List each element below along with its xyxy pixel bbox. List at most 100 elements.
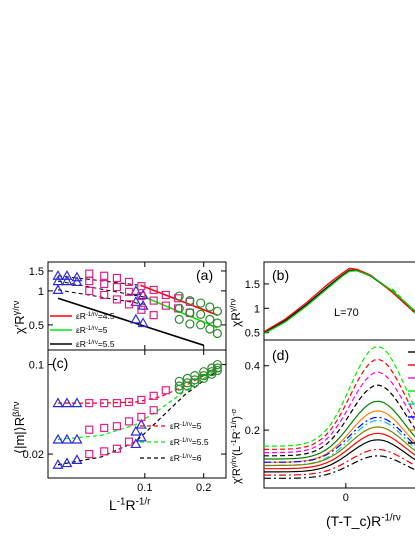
square-marker	[100, 447, 109, 456]
panel-b-label: (b)	[272, 267, 289, 283]
square-marker	[85, 425, 94, 434]
panel-c-ytick-label: 0.02	[23, 449, 44, 461]
triangle-marker	[61, 270, 73, 280]
triangle-marker	[71, 271, 83, 282]
legend-label: εR-1/rν=5	[76, 325, 108, 335]
square-marker	[137, 395, 146, 404]
panel-d-ylabel: χ′Rγ/rν(L-1R-1/r)-σ	[229, 408, 243, 484]
triangle-marker	[71, 433, 83, 444]
square-marker	[137, 412, 146, 422]
dashed-fit-curve	[57, 369, 218, 441]
chi-curve	[391, 288, 415, 314]
triangle-marker	[52, 433, 64, 444]
triangle-marker	[135, 418, 147, 429]
triangle-marker	[71, 397, 83, 408]
circle-marker	[196, 320, 206, 330]
triangle-marker	[135, 431, 147, 442]
panel-a-label: (a)	[196, 267, 213, 283]
circle-marker	[174, 291, 184, 301]
triangle-marker	[130, 425, 142, 436]
square-marker	[100, 271, 109, 280]
triangle-marker	[61, 457, 73, 468]
panel-a-ylabel: χ′Rγ/rν	[11, 300, 27, 334]
legend-label: εR-1/rν=5.5	[76, 339, 115, 349]
circle-marker	[205, 302, 215, 312]
triangle-marker	[130, 313, 142, 324]
circle-marker	[174, 376, 184, 386]
circle-marker	[212, 306, 223, 316]
legend-label: εR-1/rν=4.5	[76, 311, 115, 321]
dashed-fit-curve	[58, 366, 218, 404]
scaled-chi-prime-curve	[264, 426, 415, 467]
panel-d-xlabel: (T-T_c)R-1/rν	[326, 513, 401, 529]
circle-marker	[174, 303, 184, 313]
triangle-marker	[130, 438, 142, 449]
square-marker	[124, 300, 134, 309]
square-marker	[124, 277, 134, 287]
panel-a-ytick-label: 1.5	[29, 266, 44, 278]
panel-b-ytick-label: 0.5	[245, 328, 260, 340]
square-marker	[161, 290, 170, 300]
square-marker	[112, 282, 122, 292]
panel-b-ylabel: χRγ/rν	[227, 299, 243, 327]
chi-curve	[264, 267, 415, 333]
panel-c-xtick-label: 0.2	[196, 482, 211, 494]
circle-marker	[174, 384, 184, 394]
triangle-marker	[71, 454, 83, 465]
legend-label: εR-1/rν=6	[170, 453, 202, 463]
triangle-marker	[52, 459, 64, 469]
scaled-chi-prime-curve	[264, 345, 415, 447]
square-marker	[149, 391, 158, 400]
panel-d-curves	[264, 345, 415, 479]
triangle-marker	[137, 317, 149, 328]
square-marker	[85, 399, 94, 408]
panel-c-label: (c)	[52, 355, 68, 371]
square-marker	[149, 296, 158, 305]
square-marker	[85, 277, 94, 286]
dashed-fit-curve	[57, 370, 218, 466]
triangle-marker	[52, 397, 64, 408]
legend-label: εR-1/rν=5	[170, 421, 202, 431]
circle-marker	[212, 359, 223, 370]
circle-marker	[205, 314, 215, 324]
panel-c-xtick-label: 0.1	[137, 482, 152, 494]
square-marker	[137, 282, 146, 291]
circle-marker	[190, 371, 200, 381]
panel-d-ytick-label: 0.2	[245, 425, 260, 437]
square-marker	[124, 287, 134, 296]
chi-curve	[264, 270, 415, 335]
square-marker	[112, 295, 122, 304]
circle-marker	[190, 375, 200, 385]
square-marker	[137, 305, 146, 314]
scaled-chi-prime-curve	[264, 410, 415, 463]
triangle-marker	[61, 397, 73, 408]
panel-c-ylabel: ⟨|m|⟩Rβ/rν	[11, 401, 27, 454]
square-marker	[149, 285, 158, 294]
square-marker	[100, 399, 109, 408]
circle-marker	[185, 308, 195, 318]
scaled-chi-prime-curve	[264, 371, 415, 454]
circle-marker	[212, 328, 223, 339]
square-marker	[149, 406, 158, 415]
square-marker	[124, 417, 134, 426]
circle-marker	[185, 296, 195, 306]
fit-line	[57, 297, 204, 347]
scaled-chi-prime-curve	[264, 400, 415, 460]
square-marker	[112, 422, 122, 431]
scaled-chi-prime-curve	[264, 358, 415, 450]
circle-marker	[199, 373, 209, 383]
panel-b-annotation: L=70	[334, 307, 359, 319]
scaled-chi-prime-curve	[264, 384, 415, 457]
square-marker	[112, 273, 122, 283]
circle-marker	[205, 324, 215, 334]
triangle-marker	[137, 299, 149, 310]
square-marker	[100, 290, 109, 300]
panel-c-magnetization: 0.02 0.1 0.1 0.2 (c) εR-1/rν=5 εR-1/rν=5.5 εR-1…	[11, 349, 227, 513]
scaled-chi-prime-curve	[264, 439, 415, 473]
panel-b-curves	[264, 267, 415, 335]
circle-marker	[196, 309, 206, 319]
square-marker	[85, 269, 94, 278]
panel-c-ytick-label: 0.1	[29, 360, 44, 372]
triangle-marker	[71, 276, 83, 287]
